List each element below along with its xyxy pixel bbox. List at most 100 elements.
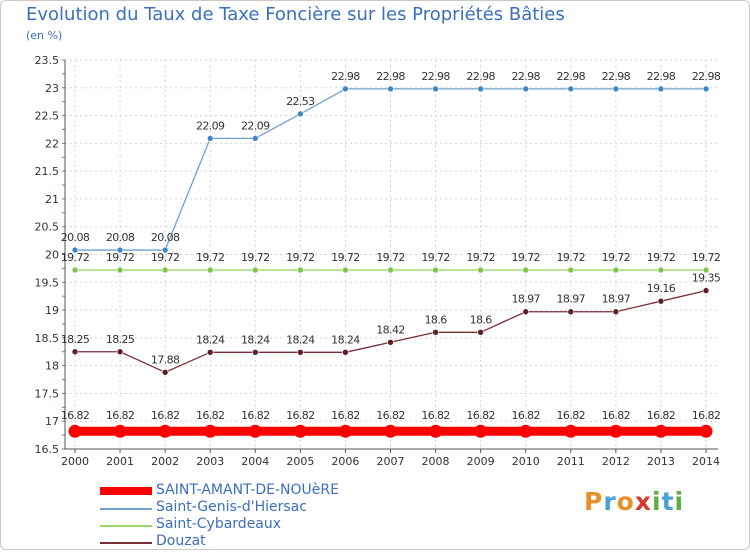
data-point [654,424,668,438]
proxiti-logo: Proxiti [584,487,684,516]
data-point [342,266,349,274]
data-point [293,424,307,438]
y-tick-label: 18.5 [35,332,60,345]
data-label: 19.72 [466,251,495,264]
data-label: 18.25 [61,333,90,346]
data-point [657,266,665,274]
y-tick-label: 17 [45,415,59,428]
data-point [297,266,304,274]
data-label: 22.98 [602,70,631,83]
y-tick-label: 23 [45,82,59,95]
data-point [248,424,262,438]
x-tick-label: 2013 [647,455,675,468]
x-tick-label: 2000 [61,455,89,468]
data-label: 19.72 [151,251,180,264]
legend-label: Saint-Cybardeaux [156,516,282,532]
x-tick-label: 2007 [377,455,405,468]
data-point [429,424,443,438]
data-point [206,135,214,142]
data-point [522,85,530,93]
data-point [612,266,620,274]
x-tick-label: 2012 [602,455,630,468]
data-point [116,266,124,274]
logo-letter: o [616,487,635,516]
data-label: 22.98 [647,70,676,83]
data-label: 18.25 [106,333,135,346]
x-tick-label: 2008 [422,455,450,468]
data-point [297,349,304,356]
data-point [113,424,127,438]
x-tick-label: 2011 [557,455,585,468]
data-label: 19.72 [376,251,405,264]
data-label: 19.35 [692,272,721,285]
data-point [384,424,397,438]
data-point [702,266,710,274]
data-label: 22.98 [466,70,495,83]
data-label: 16.82 [241,409,270,422]
logo-letter: i [652,487,662,516]
data-point [158,424,172,438]
data-point [387,85,394,93]
data-point [474,424,488,438]
data-label: 18.97 [557,293,586,306]
logo-letter: x [634,487,652,516]
data-label: 16.82 [692,409,721,422]
chart-unit-label: (en %) [26,29,63,42]
data-label: 16.82 [196,409,225,422]
data-point [702,287,710,294]
data-label: 18.42 [376,323,405,336]
data-point [612,85,620,93]
data-point [477,328,484,336]
data-point [432,266,439,274]
data-label: 16.82 [557,409,586,422]
data-point [567,85,575,93]
data-label: 16.82 [151,409,180,422]
y-tick-label: 20 [45,249,59,262]
data-label: 18.24 [241,333,270,346]
data-point [702,85,710,93]
data-point [657,297,665,305]
data-label: 19.72 [241,251,270,264]
x-tick-label: 2004 [241,455,269,468]
data-point [567,308,575,316]
logo-letter: P [584,487,604,516]
legend-swatch-2 [100,525,152,527]
data-point [161,246,169,254]
data-label: 22.98 [421,70,450,83]
data-point [116,348,124,356]
data-label: 19.72 [557,251,586,264]
data-label: 19.72 [331,251,360,264]
data-label: 19.72 [602,251,631,264]
data-label: 16.82 [602,409,631,422]
data-label: 22.98 [692,70,721,83]
data-point [522,266,530,274]
data-label: 16.82 [647,409,676,422]
data-label: 22.98 [511,70,540,83]
y-tick-label: 18 [45,360,59,373]
data-label: 16.82 [61,409,90,422]
x-tick-label: 2002 [151,455,179,468]
data-point [477,85,484,93]
y-tick-label: 21 [45,193,59,206]
data-point [342,349,349,356]
x-tick-label: 2010 [512,455,540,468]
data-point [338,424,352,438]
y-tick-label: 20.5 [35,221,60,234]
data-point [567,266,575,274]
data-label: 19.72 [196,251,225,264]
data-label: 16.82 [286,409,315,422]
data-point [657,85,665,93]
legend-swatch-3 [100,542,152,544]
data-label: 22.98 [331,70,360,83]
data-label: 20.08 [151,231,180,244]
data-label: 20.08 [106,231,135,244]
data-label: 18.97 [511,293,540,306]
data-label: 20.08 [61,231,90,244]
data-point [519,424,533,438]
data-point [161,369,169,376]
data-label: 16.82 [421,409,450,422]
logo-letter: i [674,487,685,516]
chart-title: Evolution du Taux de Taxe Foncière sur l… [26,4,565,25]
data-point [71,266,79,274]
